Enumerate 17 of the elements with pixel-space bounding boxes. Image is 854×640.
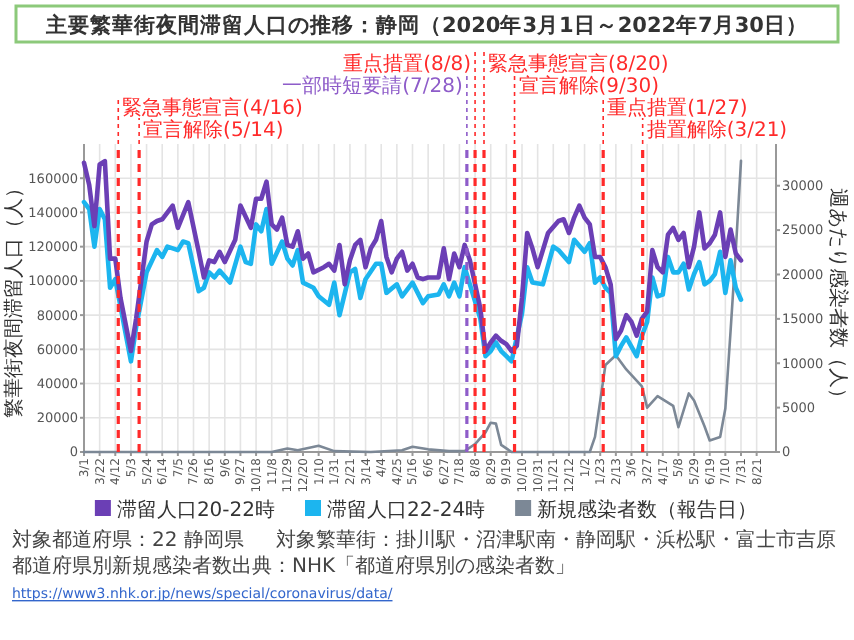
chart-title: 主要繁華街夜間滞留人口の推移：静岡（2020年3月1日～2022年7月30日） — [44, 12, 808, 38]
ref-line-label: 宣言解除(9/30) — [518, 74, 660, 98]
ref-line-label: 一部時短要請(7/28) — [282, 74, 464, 98]
ref-line-label: 重点措置(1/27) — [607, 96, 748, 120]
legend-label: 滞留人口22-24時 — [327, 498, 486, 522]
legend-label: 新規感染者数（報告日） — [537, 498, 758, 522]
text: 都道府県別新規感染者数出典：NHK「都道府県別の感染者数」 — [12, 554, 576, 578]
ref-line-label: 緊急事態宣言(4/16) — [122, 96, 303, 120]
y-axis-title: 繁華街夜間滞留人口（人） — [2, 178, 26, 418]
ref-line-label: 宣言解除(5/14) — [143, 118, 284, 142]
ref-line-label: 緊急事態宣言(8/20) — [488, 52, 669, 76]
y2-axis-title: 週あたり感染者数（人） — [826, 188, 850, 408]
text: 対象都道府県：22 静岡県 — [12, 528, 244, 552]
ref-line-label: 重点措置(8/8) — [343, 52, 472, 76]
text: 対象繁華街：掛川駅・沼津駅南・静岡駅・浜松駅・富士市吉原 — [275, 528, 836, 552]
legend-label: 滞留人口20-22時 — [116, 498, 275, 522]
ref-line-label: 措置解除(3/21) — [646, 118, 788, 142]
